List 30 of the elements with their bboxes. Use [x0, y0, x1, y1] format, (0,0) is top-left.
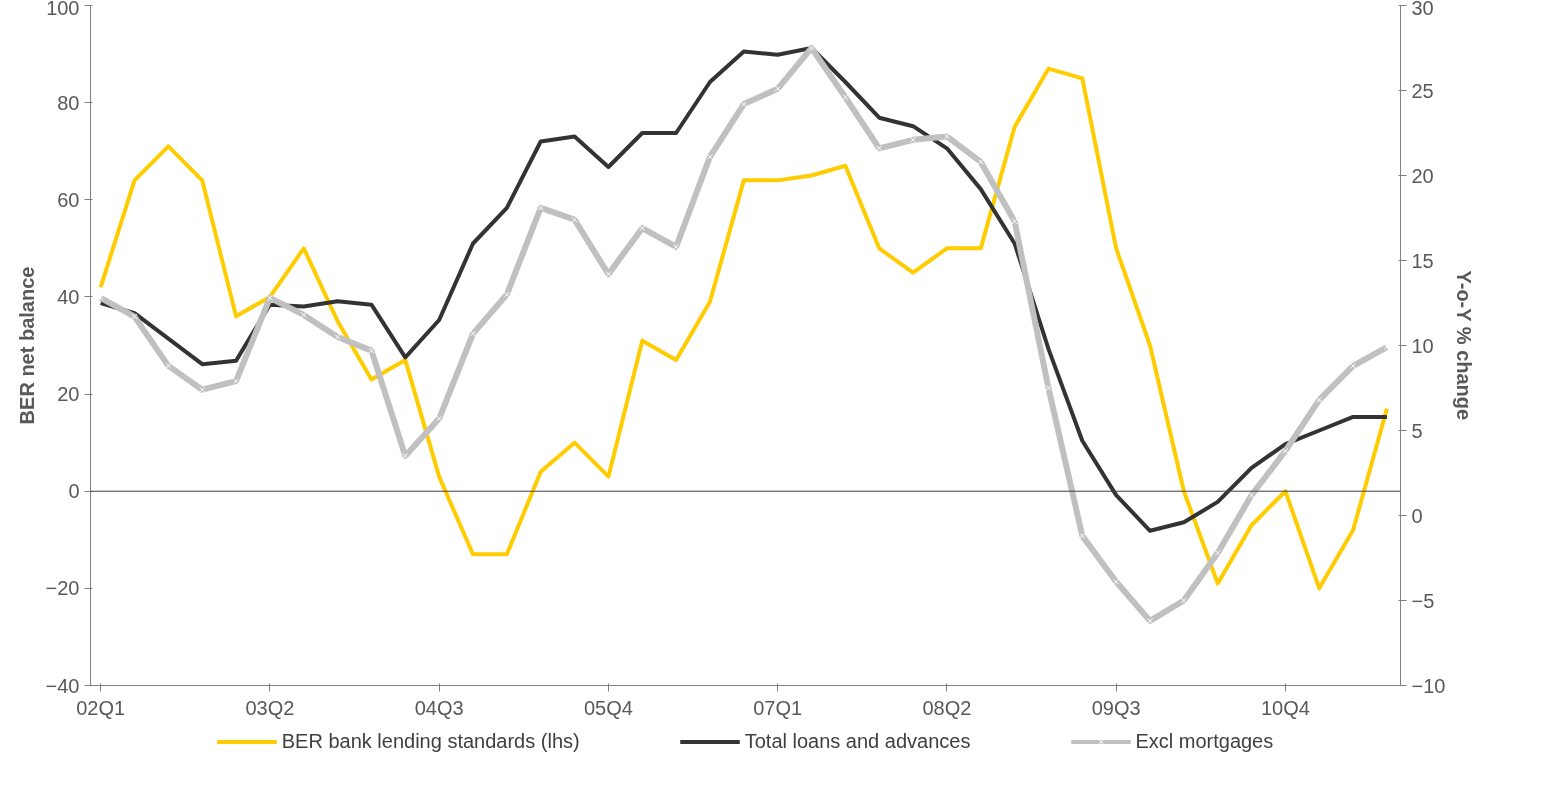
y-tick-label: 60: [57, 188, 80, 211]
x-tick-label: 09Q3: [1091, 696, 1141, 719]
legend-label: BER bank lending standards (lhs): [281, 729, 580, 753]
x-tick-label: 03Q2: [245, 696, 295, 719]
y-tick-label: 0: [68, 480, 80, 503]
y2-tick-label: 0: [1411, 504, 1423, 527]
y-tick-label: −40: [45, 674, 80, 697]
legend-label: Excl mortgages: [1135, 729, 1274, 753]
y2-tick-label: 30: [1411, 0, 1434, 19]
y2-tick-label: 20: [1411, 164, 1434, 187]
y2-tick-label: 10: [1411, 334, 1434, 357]
x-tick-label: 04Q3: [414, 696, 464, 719]
y2-tick-label: 15: [1411, 249, 1434, 272]
y-tick-label: 20: [57, 383, 80, 406]
y-tick-label: −20: [45, 577, 80, 600]
x-tick-label: 02Q1: [76, 696, 126, 719]
legend-label: Total loans and advances: [744, 729, 971, 753]
x-tick-label: 08Q2: [922, 696, 972, 719]
y-tick-label: 40: [57, 285, 80, 308]
x-tick-label: 05Q4: [583, 696, 633, 719]
y2-tick-label: −10: [1411, 674, 1446, 697]
y-tick-label: 100: [46, 0, 80, 19]
x-tick-label: 07Q1: [753, 696, 803, 719]
y2-tick-label: −5: [1411, 589, 1435, 612]
y-axis-title: BER net balance: [15, 266, 38, 425]
y2-axis-title: Y-o-Y % change: [1453, 270, 1476, 421]
x-tick-label: 10Q4: [1260, 696, 1310, 719]
y2-tick-label: 25: [1411, 79, 1434, 102]
y2-tick-label: 5: [1411, 419, 1423, 442]
y-tick-label: 80: [57, 91, 80, 114]
